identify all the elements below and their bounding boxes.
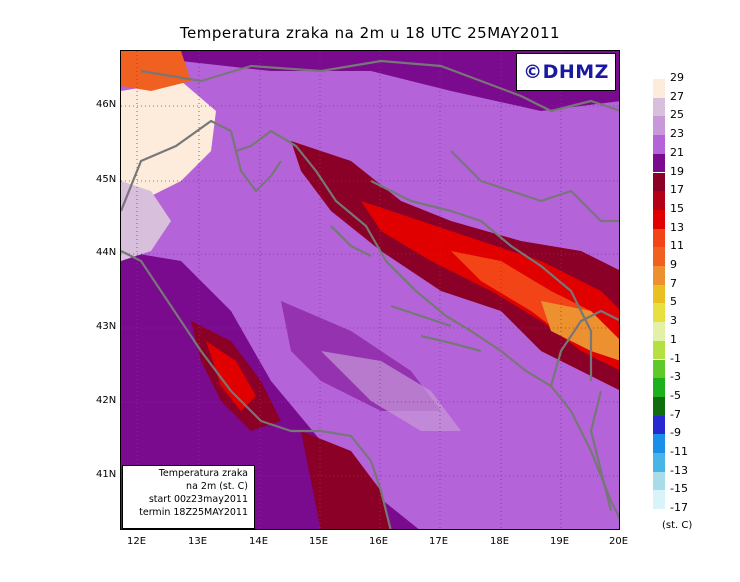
legend-swatch [653, 490, 665, 510]
legend-swatch [653, 303, 665, 323]
legend-swatch [653, 79, 665, 98]
legend-swatch [653, 191, 665, 210]
legend-label: -5 [670, 388, 681, 402]
lat-label: 43N [96, 321, 117, 332]
legend-swatch [653, 153, 665, 173]
legend-swatch [653, 396, 665, 416]
field-pale-w [121, 181, 171, 261]
legend-swatch [653, 434, 665, 453]
lat-label: 45N [96, 174, 117, 185]
info-line-2: na 2m (st. C) [186, 481, 248, 492]
lon-label: 16E [369, 536, 389, 547]
legend-label: 1 [670, 332, 677, 346]
lat-label: 46N [96, 99, 117, 110]
legend-label: 25 [670, 108, 684, 122]
legend-swatch [653, 228, 665, 248]
legend-swatch [653, 415, 665, 435]
legend-swatch [653, 453, 665, 472]
lat-label: 42N [96, 395, 117, 406]
lon-label: 15E [309, 536, 329, 547]
legend-label: -9 [670, 426, 681, 440]
legend-label: 21 [670, 145, 684, 159]
legend-label: -13 [670, 463, 688, 477]
temperature-map [120, 50, 620, 530]
lat-label: 44N [96, 247, 117, 258]
legend-swatch [653, 284, 665, 304]
field-north-dark [121, 51, 619, 111]
lon-label: 17E [429, 536, 449, 547]
legend-swatch [653, 209, 665, 229]
legend-unit: (st. C) [662, 520, 693, 531]
lon-label: 19E [550, 536, 570, 547]
lon-label: 12E [127, 536, 147, 547]
lon-label: 18E [490, 536, 510, 547]
legend-swatch [653, 471, 665, 491]
map-title: Temperatura zraka na 2m u 18 UTC 25MAY20… [179, 24, 561, 42]
legend-label: 7 [670, 276, 677, 290]
legend-label: -3 [670, 370, 681, 384]
legend-label: 5 [670, 295, 677, 309]
run-info-box: Temperatura zraka na 2m (st. C) start 00… [122, 465, 255, 529]
legend-label: 17 [670, 183, 684, 197]
legend-swatch [653, 172, 665, 192]
dhmz-logo: ©DHMZ [516, 53, 616, 91]
info-line-1: Temperatura zraka [158, 468, 248, 479]
legend-swatch [653, 359, 665, 379]
legend-label: -1 [670, 351, 681, 365]
legend-swatch [653, 322, 665, 341]
map-canvas [121, 51, 619, 529]
lon-label: 14E [249, 536, 269, 547]
field-hot-nw [121, 51, 191, 91]
field-south-hot [301, 431, 391, 529]
graticule [121, 51, 619, 529]
legend-swatch [653, 135, 665, 154]
coastlines [121, 59, 619, 529]
legend-swatch [653, 97, 665, 117]
legend-swatch [653, 378, 665, 397]
lon-label: 13E [188, 536, 208, 547]
legend-label: 11 [670, 239, 684, 253]
legend-swatch [653, 116, 665, 136]
lat-label: 41N [96, 469, 117, 480]
legend-swatch [653, 247, 665, 266]
legend-label: -15 [670, 482, 688, 496]
legend-swatch [653, 266, 665, 285]
legend-label: 19 [670, 164, 684, 178]
legend-label: 29 [670, 71, 684, 84]
field-sea-pale [321, 351, 461, 431]
info-line-4: termin 18Z25MAY2011 [139, 507, 248, 518]
field-italy-dark [121, 251, 419, 529]
legend-label: 27 [670, 89, 684, 103]
legend-label: 9 [670, 258, 677, 271]
info-line-3: start 00z23may2011 [148, 494, 248, 505]
legend-label: -17 [670, 501, 688, 515]
legend-label: 15 [670, 201, 684, 215]
lon-label: 20E [609, 536, 629, 547]
legend-label: 3 [670, 314, 677, 328]
legend-label: 13 [670, 220, 684, 234]
legend-swatch [653, 340, 665, 360]
field-dinaric-amber [541, 301, 619, 361]
legend-label: 23 [670, 127, 684, 141]
field-italy-red [206, 341, 256, 411]
legend-label: -11 [670, 445, 688, 458]
legend-label: -7 [670, 407, 681, 421]
field-warm-nw [121, 81, 216, 211]
